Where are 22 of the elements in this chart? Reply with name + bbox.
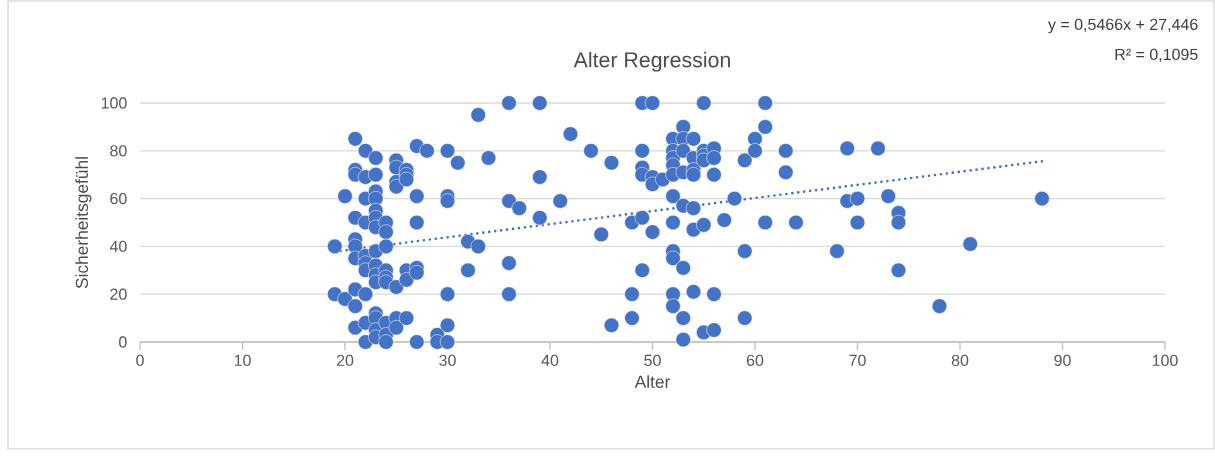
x-tick-label: 0: [136, 354, 144, 367]
x-tick-label: 20: [336, 354, 354, 367]
y-tick-label: 20: [110, 288, 127, 300]
y-tick-label: 80: [110, 145, 127, 157]
chart-title: Alter Regression: [573, 51, 730, 72]
x-tick-label: 50: [644, 354, 661, 367]
y-tick-label: 100: [101, 97, 127, 109]
x-tick-label: 10: [234, 354, 251, 367]
x-tick-label: 100: [1152, 354, 1178, 367]
x-tick-label: 80: [951, 354, 969, 367]
y-axis-title: Sicherheitsgefühl: [75, 157, 92, 289]
x-tick-label: 30: [439, 354, 456, 367]
y-tick-label: 0: [119, 336, 127, 348]
x-axis-title: Alter: [634, 375, 671, 388]
text: R² = 0,1095: [1115, 48, 1198, 62]
y-tick-label: 40: [109, 240, 127, 253]
y-tick-label: 60: [110, 192, 127, 205]
x-tick-label: 70: [849, 354, 866, 367]
x-tick-label: 40: [541, 354, 559, 367]
x-tick-label: 90: [1054, 354, 1071, 367]
text: y = 0,5466x + 27,446: [1047, 18, 1198, 34]
x-tick-label: 60: [746, 354, 764, 367]
